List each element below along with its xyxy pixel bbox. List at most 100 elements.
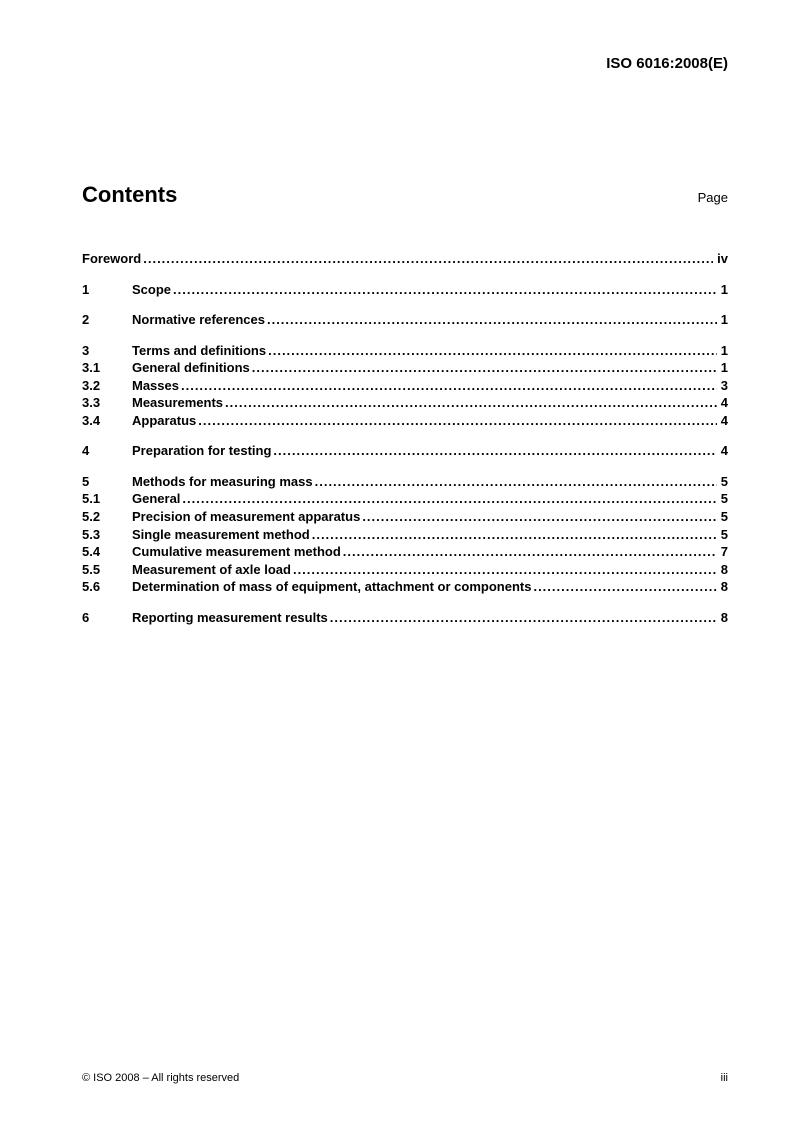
page-footer: © ISO 2008 – All rights reserved iii (82, 1072, 728, 1084)
toc-entry-number: 5.3 (82, 526, 132, 544)
toc-entry-page: 8 (717, 609, 728, 627)
toc-entry-page: 3 (717, 377, 728, 395)
toc-row: 6Reporting measurement results 8 (82, 609, 728, 627)
toc-entry-page: 4 (717, 442, 728, 460)
toc-group: 2Normative references 1 (82, 311, 728, 329)
toc-entry-number: 3.2 (82, 377, 132, 395)
toc-entry-number: 2 (82, 311, 132, 329)
toc-entry-title: Methods for measuring mass (132, 473, 313, 491)
contents-heading-row: Contents Page (82, 182, 728, 208)
document-id: ISO 6016:2008(E) (82, 55, 728, 72)
toc-entry-title: Preparation for testing (132, 442, 271, 460)
toc-entry-number: 5.1 (82, 490, 132, 508)
toc-entry-page: 7 (717, 543, 728, 561)
toc-entry-title: Scope (132, 281, 171, 299)
toc-entry-number: 1 (82, 281, 132, 299)
toc-entry-number: 5.2 (82, 508, 132, 526)
toc-entry-number: 5.4 (82, 543, 132, 561)
toc-entry-title: Reporting measurement results (132, 609, 328, 627)
toc-entry-title: Precision of measurement apparatus (132, 508, 360, 526)
toc-entry-number: 3 (82, 342, 132, 360)
toc-leader-dots (265, 311, 717, 329)
toc-entry-number: 5 (82, 473, 132, 491)
toc-entry-title: Measurement of axle load (132, 561, 291, 579)
toc-leader-dots (360, 508, 716, 526)
toc-entry-title: General definitions (132, 359, 250, 377)
toc-leader-dots (328, 609, 717, 627)
toc-row: 3.1General definitions 1 (82, 359, 728, 377)
toc-leader-dots (179, 377, 717, 395)
toc-entry-title: Measurements (132, 394, 223, 412)
toc-row: 5Methods for measuring mass5 (82, 473, 728, 491)
toc-entry-page: 1 (717, 359, 728, 377)
toc-leader-dots (180, 490, 716, 508)
toc-row: 2Normative references 1 (82, 311, 728, 329)
toc-entry-page: 8 (717, 578, 728, 596)
toc-entry-number: 3.4 (82, 412, 132, 430)
toc-leader-dots (313, 473, 717, 491)
toc-entry-number: 4 (82, 442, 132, 460)
toc-group: Foreword iv (82, 250, 728, 268)
toc-group: 6Reporting measurement results 8 (82, 609, 728, 627)
toc-entry-title: General (132, 490, 180, 508)
toc-row: 3.4Apparatus 4 (82, 412, 728, 430)
toc-row: 1Scope1 (82, 281, 728, 299)
page: ISO 6016:2008(E) Contents Page Foreword i… (0, 0, 793, 1122)
toc-leader-dots (531, 578, 716, 596)
toc-entry-page: iv (713, 250, 728, 268)
toc-leader-dots (271, 442, 716, 460)
toc-entry-page: 5 (717, 508, 728, 526)
toc-entry-page: 1 (717, 281, 728, 299)
toc-row: 3.3Measurements 4 (82, 394, 728, 412)
toc-entry-number: 5.5 (82, 561, 132, 579)
toc-group: 1Scope1 (82, 281, 728, 299)
toc-entry-title: Cumulative measurement method (132, 543, 341, 561)
contents-title: Contents (82, 182, 177, 208)
page-number: iii (721, 1072, 728, 1084)
toc-entry-page: 1 (717, 311, 728, 329)
toc-entry-title: Single measurement method (132, 526, 310, 544)
toc-leader-dots (266, 342, 717, 360)
copyright-text: © ISO 2008 – All rights reserved (82, 1072, 239, 1084)
toc-leader-dots (223, 394, 717, 412)
toc-row: 5.2Precision of measurement apparatus 5 (82, 508, 728, 526)
toc-row: 5.3Single measurement method 5 (82, 526, 728, 544)
toc-entry-page: 1 (717, 342, 728, 360)
toc-leader-dots (171, 281, 717, 299)
toc-leader-dots (310, 526, 717, 544)
toc-entry-page: 4 (717, 394, 728, 412)
toc-entry-title: Normative references (132, 311, 265, 329)
toc-group: 3Terms and definitions13.1General defini… (82, 342, 728, 430)
toc-group: 4Preparation for testing4 (82, 442, 728, 460)
toc-row: 5.6Determination of mass of equipment, a… (82, 578, 728, 596)
toc-entry-number: 3.3 (82, 394, 132, 412)
toc-entry-title: Masses (132, 377, 179, 395)
toc-entry-number: 3.1 (82, 359, 132, 377)
page-column-label: Page (698, 190, 728, 205)
toc-entry-title: Determination of mass of equipment, atta… (132, 578, 531, 596)
toc-row: 5.1General 5 (82, 490, 728, 508)
toc-row: 3Terms and definitions 1 (82, 342, 728, 360)
toc-entry-number: 6 (82, 609, 132, 627)
toc-row: 5.5Measurement of axle load 8 (82, 561, 728, 579)
toc-entry-title: Apparatus (132, 412, 196, 430)
toc-entry-page: 5 (717, 473, 728, 491)
toc-leader-dots (291, 561, 717, 579)
toc-entry-title: Foreword (82, 250, 141, 268)
toc-entry-number: 5.6 (82, 578, 132, 596)
table-of-contents: Forewordiv1Scope12Normative references13… (82, 250, 728, 626)
toc-leader-dots (141, 250, 713, 268)
toc-leader-dots (196, 412, 716, 430)
toc-row: 5.4Cumulative measurement method 7 (82, 543, 728, 561)
toc-entry-title: Terms and definitions (132, 342, 266, 360)
toc-row: 3.2Masses 3 (82, 377, 728, 395)
toc-group: 5Methods for measuring mass55.1General55… (82, 473, 728, 596)
toc-entry-page: 8 (717, 561, 728, 579)
toc-leader-dots (341, 543, 717, 561)
toc-leader-dots (250, 359, 717, 377)
toc-entry-page: 5 (717, 490, 728, 508)
toc-entry-page: 5 (717, 526, 728, 544)
toc-entry-page: 4 (717, 412, 728, 430)
toc-row: 4Preparation for testing4 (82, 442, 728, 460)
toc-row: Foreword iv (82, 250, 728, 268)
